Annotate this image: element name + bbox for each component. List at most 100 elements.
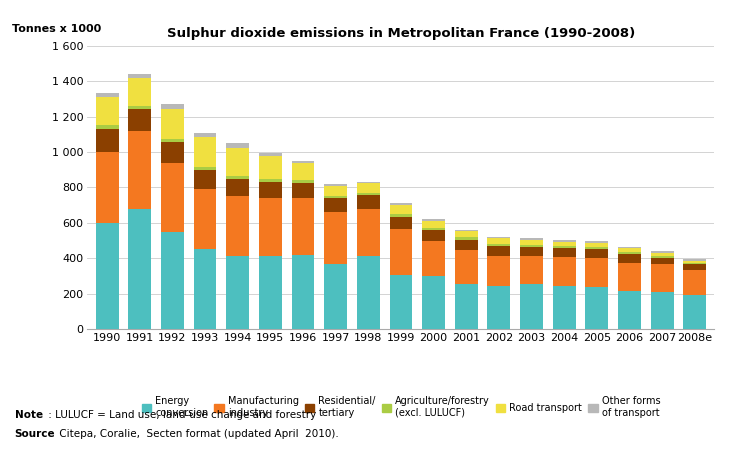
- Bar: [618, 252, 641, 254]
- Bar: [259, 255, 282, 329]
- Bar: [357, 183, 380, 193]
- Bar: [357, 195, 380, 208]
- Bar: [585, 247, 608, 250]
- Bar: [683, 263, 706, 265]
- Bar: [520, 239, 543, 240]
- Bar: [324, 212, 347, 264]
- Bar: [194, 170, 217, 189]
- Bar: [324, 198, 347, 212]
- Bar: [389, 217, 413, 229]
- Bar: [389, 203, 413, 205]
- Bar: [683, 294, 706, 329]
- Bar: [422, 221, 445, 228]
- Bar: [683, 261, 706, 263]
- Bar: [389, 214, 413, 217]
- Bar: [585, 241, 608, 243]
- Bar: [422, 230, 445, 241]
- Bar: [95, 93, 119, 97]
- Bar: [553, 257, 576, 286]
- Bar: [128, 131, 151, 208]
- Bar: [226, 196, 249, 256]
- Bar: [389, 205, 413, 214]
- Bar: [161, 138, 184, 142]
- Bar: [226, 256, 249, 329]
- Bar: [520, 244, 543, 247]
- Bar: [488, 255, 510, 286]
- Bar: [488, 246, 510, 255]
- Bar: [324, 264, 347, 329]
- Bar: [488, 237, 510, 239]
- Bar: [651, 251, 674, 253]
- Bar: [422, 228, 445, 230]
- Bar: [259, 198, 282, 255]
- Bar: [618, 254, 641, 263]
- Bar: [455, 239, 477, 250]
- Bar: [651, 256, 674, 258]
- Bar: [128, 109, 151, 131]
- Bar: [488, 239, 510, 244]
- Bar: [488, 244, 510, 246]
- Bar: [585, 250, 608, 258]
- Bar: [553, 240, 576, 242]
- Bar: [553, 249, 576, 257]
- Bar: [194, 189, 217, 250]
- Bar: [422, 219, 445, 221]
- Bar: [95, 129, 119, 152]
- Bar: [455, 250, 477, 284]
- Bar: [455, 229, 477, 231]
- Bar: [259, 156, 282, 180]
- Bar: [618, 291, 641, 329]
- Bar: [324, 184, 347, 186]
- Bar: [292, 255, 314, 329]
- Bar: [553, 286, 576, 329]
- Bar: [553, 242, 576, 246]
- Bar: [585, 258, 608, 287]
- Bar: [357, 193, 380, 195]
- Bar: [194, 250, 217, 329]
- Text: Note: Note: [15, 410, 43, 420]
- Bar: [324, 196, 347, 198]
- Bar: [651, 253, 674, 256]
- Bar: [455, 231, 477, 238]
- Bar: [357, 255, 380, 329]
- Bar: [161, 109, 184, 138]
- Bar: [520, 247, 543, 255]
- Bar: [618, 249, 641, 252]
- Bar: [357, 182, 380, 183]
- Bar: [651, 258, 674, 265]
- Bar: [259, 153, 282, 156]
- Bar: [389, 229, 413, 275]
- Bar: [520, 284, 543, 329]
- Text: : LULUCF = Land use, land-use change and forestry: : LULUCF = Land use, land-use change and…: [45, 410, 316, 420]
- Bar: [422, 276, 445, 329]
- Bar: [618, 247, 641, 249]
- Bar: [585, 287, 608, 329]
- Bar: [226, 176, 249, 179]
- Bar: [618, 263, 641, 291]
- Bar: [161, 232, 184, 329]
- Title: Sulphur dioxide emissions in Metropolitan France (1990-2008): Sulphur dioxide emissions in Metropolita…: [167, 27, 635, 40]
- Legend: Energy
conversion, Manufacturing
industry, Residential/
tertiary, Agriculture/fo: Energy conversion, Manufacturing industr…: [141, 396, 660, 418]
- Bar: [324, 186, 347, 196]
- Bar: [292, 180, 314, 183]
- Bar: [226, 149, 249, 176]
- Bar: [259, 182, 282, 198]
- Bar: [683, 265, 706, 270]
- Bar: [128, 106, 151, 109]
- Bar: [422, 241, 445, 276]
- Bar: [128, 208, 151, 329]
- Bar: [194, 167, 217, 170]
- Bar: [161, 142, 184, 163]
- Bar: [389, 275, 413, 329]
- Bar: [128, 74, 151, 79]
- Text: Citepa, Coralie,  Secten format (updated April  2010).: Citepa, Coralie, Secten format (updated …: [56, 429, 339, 439]
- Bar: [292, 164, 314, 180]
- Bar: [455, 238, 477, 239]
- Bar: [226, 179, 249, 196]
- Bar: [455, 284, 477, 329]
- Bar: [292, 183, 314, 198]
- Bar: [194, 137, 217, 167]
- Bar: [161, 163, 184, 232]
- Bar: [683, 259, 706, 261]
- Bar: [520, 240, 543, 244]
